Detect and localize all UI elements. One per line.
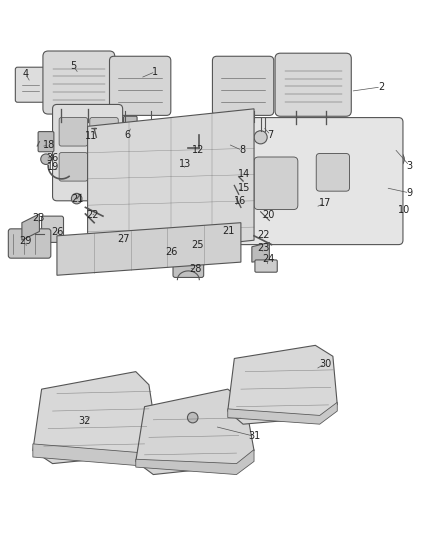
- Text: 27: 27: [117, 234, 130, 244]
- Circle shape: [187, 413, 198, 423]
- Text: 5: 5: [70, 61, 76, 71]
- Polygon shape: [57, 223, 241, 275]
- Circle shape: [41, 154, 51, 165]
- Polygon shape: [136, 389, 254, 474]
- FancyBboxPatch shape: [207, 193, 253, 239]
- FancyBboxPatch shape: [173, 251, 204, 278]
- Text: 9: 9: [406, 188, 413, 198]
- Text: 23: 23: [258, 243, 270, 253]
- Circle shape: [389, 151, 404, 167]
- FancyBboxPatch shape: [212, 56, 274, 115]
- Text: 21: 21: [71, 193, 84, 204]
- Polygon shape: [22, 214, 39, 240]
- FancyBboxPatch shape: [8, 229, 51, 258]
- Polygon shape: [228, 345, 337, 424]
- Text: 25: 25: [192, 240, 204, 249]
- FancyBboxPatch shape: [102, 193, 148, 239]
- FancyBboxPatch shape: [42, 216, 64, 243]
- Polygon shape: [33, 440, 158, 466]
- Text: 18: 18: [43, 140, 55, 150]
- Text: 19: 19: [47, 161, 60, 172]
- FancyBboxPatch shape: [59, 118, 88, 146]
- Text: 20: 20: [262, 210, 274, 220]
- FancyBboxPatch shape: [43, 51, 115, 114]
- FancyBboxPatch shape: [53, 104, 123, 201]
- Text: 13: 13: [179, 159, 191, 168]
- FancyBboxPatch shape: [116, 223, 130, 248]
- Text: 28: 28: [190, 264, 202, 273]
- Text: 16: 16: [234, 196, 246, 206]
- Text: 8: 8: [239, 146, 245, 156]
- FancyBboxPatch shape: [15, 67, 46, 102]
- FancyBboxPatch shape: [255, 260, 277, 272]
- Text: 4: 4: [22, 69, 28, 79]
- FancyBboxPatch shape: [124, 116, 137, 136]
- Polygon shape: [228, 402, 337, 424]
- Text: 26: 26: [166, 247, 178, 257]
- Text: 26: 26: [52, 228, 64, 237]
- FancyBboxPatch shape: [215, 133, 237, 159]
- Polygon shape: [252, 243, 269, 262]
- FancyBboxPatch shape: [102, 140, 148, 187]
- Polygon shape: [33, 372, 158, 464]
- Text: 32: 32: [78, 416, 90, 426]
- Text: 24: 24: [262, 254, 274, 264]
- FancyBboxPatch shape: [228, 118, 403, 245]
- Text: 2: 2: [378, 82, 384, 92]
- FancyBboxPatch shape: [59, 152, 88, 181]
- Text: 7: 7: [268, 130, 274, 140]
- Text: 36: 36: [46, 153, 59, 163]
- Text: 21: 21: [223, 225, 235, 236]
- FancyBboxPatch shape: [275, 53, 351, 116]
- Text: 23: 23: [32, 213, 44, 223]
- FancyBboxPatch shape: [110, 56, 171, 115]
- Text: 30: 30: [319, 359, 331, 369]
- Text: 22: 22: [87, 210, 99, 220]
- Text: 3: 3: [406, 161, 413, 171]
- FancyBboxPatch shape: [90, 152, 118, 181]
- Text: 10: 10: [398, 205, 410, 215]
- Text: 1: 1: [152, 67, 159, 77]
- FancyBboxPatch shape: [163, 243, 177, 261]
- Text: 11: 11: [85, 132, 97, 141]
- FancyBboxPatch shape: [154, 140, 201, 187]
- FancyBboxPatch shape: [183, 239, 205, 253]
- Polygon shape: [88, 109, 254, 258]
- FancyBboxPatch shape: [316, 154, 350, 191]
- Text: 6: 6: [125, 130, 131, 140]
- Circle shape: [384, 138, 400, 154]
- Circle shape: [225, 229, 235, 239]
- FancyBboxPatch shape: [254, 157, 298, 209]
- Text: 17: 17: [319, 198, 331, 208]
- FancyBboxPatch shape: [38, 132, 54, 152]
- Circle shape: [119, 248, 126, 255]
- Circle shape: [254, 131, 267, 144]
- Text: 15: 15: [238, 183, 251, 192]
- Text: 12: 12: [192, 146, 205, 156]
- FancyBboxPatch shape: [207, 140, 253, 187]
- Text: 31: 31: [249, 431, 261, 441]
- Text: 22: 22: [258, 230, 270, 240]
- Text: 29: 29: [19, 236, 31, 246]
- Circle shape: [71, 193, 82, 204]
- FancyBboxPatch shape: [90, 118, 118, 146]
- FancyBboxPatch shape: [154, 193, 201, 239]
- Polygon shape: [136, 449, 254, 474]
- Text: 14: 14: [238, 168, 251, 179]
